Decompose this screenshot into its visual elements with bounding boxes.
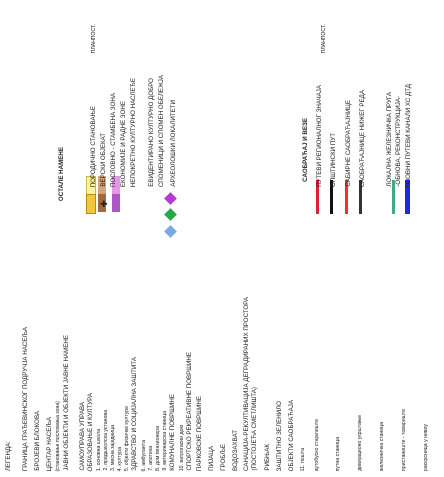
legend-item: раскрсница у нивоу [423,423,429,471]
legend-item: ОБЈЕКТИ САОБРАЋАЈА [288,399,295,471]
legend-item: ПАРКОВСКЕ ПОВРШИНЕ [196,395,203,471]
legend-item: ГРОБЉЕ [220,444,227,471]
other-use-item: ПОСЛОВНО - СТАМБЕНА ЗОНА [110,93,117,187]
line-symbol [392,180,395,214]
traffic-item: САБИРНЕ САОБРАЋАЈНИЦЕ [345,100,352,187]
other-use-item: ВЕРСКИ ОБЈЕКАТ [100,133,107,187]
line-symbol [359,180,362,214]
other-uses-title: ОСТАЛЕ НАМЕНЕ [58,146,65,201]
traffic-item: -ОБНОВА, РЕКОНСТРУКЦИЈА- [395,96,402,187]
legend-item: (ПОСТОЈЕЋА СМЕТЛИШТА) [251,387,258,471]
legend-item: РИБЊАК [264,444,271,471]
other-use-item: АРХЕОЛОШКИ ЛОКАЛИТЕТИ [170,100,177,187]
cross-icon: ✚ [100,199,108,209]
legend-item: БРОЈЕВИ БЛОКОВА [34,411,41,471]
traffic-item: ПЛОВНИ ПУТЕВИ КАНАЛИ ХС ДТД [405,83,412,187]
legend-item: ГРАНИЦА ГРАЂЕВИНСКОГ ПОДРУЧЈА НАСЕЉА [22,326,29,471]
traffic-title: САОБРАЋАЈ И ВЕЗЕ [302,118,309,182]
legend-item: ПИЈАЦА [208,446,215,471]
other-use-item: НЕПОКРЕТНО КУЛТУРНО НАСЛЕЂЕ [130,77,137,187]
legend-item: ВОДОЗАХВАТ [232,430,239,471]
line-symbol [330,180,333,214]
other-use-item: ЕКОНОМИЈЕ И РАДНЕ ЗОНЕ [120,100,127,187]
swatch [112,194,120,212]
legend-item: ЗАШТИТНО ЗЕЛЕНИЛО [276,400,283,471]
traffic-item: САОБРАЋАЈНИЦЕ НИЖЕГ РЕДА [359,89,366,187]
line-symbol [405,180,410,214]
legend-title: ЛЕГЕНДА: [5,440,12,471]
line-symbol [316,180,319,214]
traffic-item: ПУТЕВИ РЕГИОНАЛНОГ ЗНАЧАЈА [316,85,323,187]
swatch [98,176,106,194]
swatch [86,194,96,214]
other-use-item: ПОРОДИЧНО СТАНОВАЊЕ [90,105,97,187]
traffic-item: ОПШТИНСКИ ПУТ [330,132,337,187]
other-use-item: ЕВИДЕНТИРАНО КУЛТУРНО ДОБРО [148,78,155,187]
swatch [112,176,120,194]
swatch [98,194,106,212]
other-use-item: СПОМЕНИЦИ И СПОМЕН ОБЕЛЕЖЈА [158,74,165,187]
line-symbol [345,180,348,214]
legend-item: СПОРТСКО РЕКРЕАТИВНЕ ПОВРШИНЕ [186,352,193,471]
